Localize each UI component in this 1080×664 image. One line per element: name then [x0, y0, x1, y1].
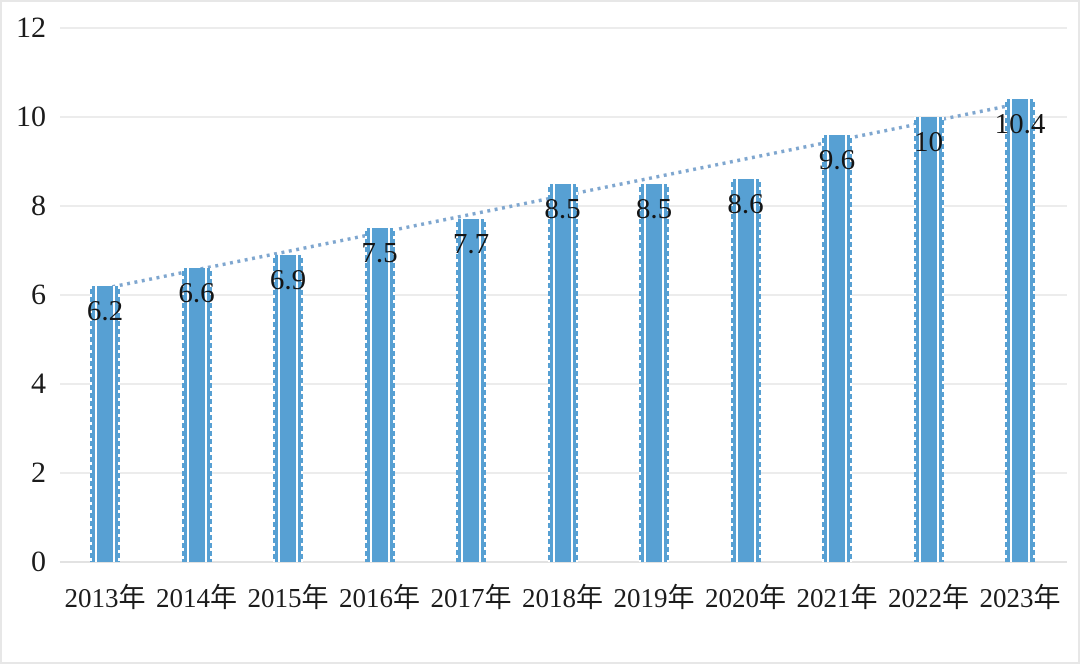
bar-value-label: 10.4 [994, 108, 1046, 141]
bar-value-label: 8.5 [635, 192, 673, 225]
bar-value-label: 6.9 [269, 263, 307, 296]
x-axis-tick-label: 2023年 [979, 583, 1061, 613]
bar-2019年 [639, 183, 669, 562]
y-axis-tick-label: 12 [16, 11, 46, 44]
bar-value-label: 7.5 [361, 237, 398, 270]
bar-2017年 [456, 219, 486, 562]
x-axis-tick-label: 2022年 [888, 583, 969, 613]
gridline [60, 561, 1067, 563]
x-axis-tick-label: 2016年 [339, 583, 420, 613]
x-axis-tick-label: 2013年 [64, 583, 146, 613]
bar-2016年 [364, 228, 395, 562]
x-axis-tick-label: 2020年 [705, 583, 786, 613]
bar-2023年 [1005, 99, 1035, 562]
x-axis-tick-label: 2018年 [522, 583, 603, 613]
y-axis-tick-label: 8 [31, 189, 46, 222]
y-axis-tick-label: 6 [31, 278, 46, 311]
bar-2022年 [913, 117, 944, 562]
x-axis-tick-label: 2015年 [247, 583, 329, 613]
bar-2021年 [822, 134, 852, 562]
y-axis-tick-label: 10 [16, 100, 46, 133]
bar-value-label: 9.6 [818, 143, 856, 176]
bar-value-label: 10 [914, 126, 943, 158]
bar-value-label: 8.6 [727, 188, 764, 221]
bar-2015年 [273, 254, 303, 562]
x-axis-tick-label: 2014年 [156, 583, 237, 613]
bar-value-label: 6.6 [178, 277, 215, 310]
bar-2014年 [181, 268, 212, 562]
y-axis-tick-label: 0 [31, 545, 46, 578]
y-axis-tick-label: 2 [31, 456, 46, 489]
x-axis-tick-label: 2021年 [796, 583, 878, 613]
bar-2018年 [547, 183, 578, 562]
bar-2020年 [730, 179, 761, 562]
x-axis-tick-label: 2017年 [430, 583, 512, 613]
x-axis-tick-label: 2019年 [613, 583, 695, 613]
y-axis-tick-label: 4 [31, 367, 46, 400]
gridline [60, 27, 1067, 29]
bar-2013年 [90, 286, 120, 562]
bar-value-label: 6.2 [86, 295, 124, 328]
bar-value-label: 7.7 [452, 228, 490, 261]
bar-value-label: 8.5 [544, 192, 581, 225]
